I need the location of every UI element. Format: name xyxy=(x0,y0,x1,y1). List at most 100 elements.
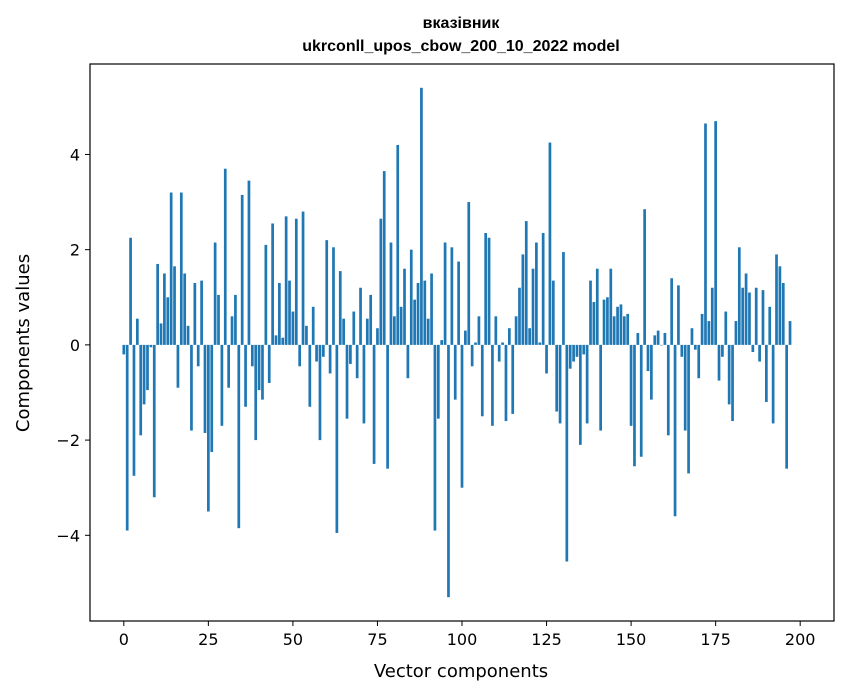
bar xyxy=(190,344,193,431)
bar xyxy=(602,299,606,345)
bar xyxy=(227,344,231,388)
bar xyxy=(386,344,389,469)
y-tick-label: 2 xyxy=(70,241,80,260)
y-axis-label: Components values xyxy=(13,254,34,432)
bar xyxy=(616,306,619,345)
bar xyxy=(670,278,674,345)
bar xyxy=(288,280,291,345)
bar xyxy=(622,316,626,345)
bar xyxy=(612,316,616,345)
bar xyxy=(562,252,565,345)
y-axis-ticks: −4 −2 0 2 4 xyxy=(56,145,90,545)
bar xyxy=(572,344,575,362)
bar xyxy=(727,344,731,405)
y-tick-label: −2 xyxy=(56,431,80,450)
bar xyxy=(470,344,474,367)
bar xyxy=(660,344,663,346)
bar xyxy=(467,202,471,345)
bar xyxy=(714,121,717,345)
bar xyxy=(650,344,653,400)
bar xyxy=(193,282,197,345)
bar xyxy=(294,218,298,345)
bar xyxy=(704,123,707,345)
bar xyxy=(379,218,383,345)
y-tick-label: 4 xyxy=(70,145,80,164)
bar xyxy=(183,273,187,345)
bar xyxy=(768,306,772,345)
bar xyxy=(487,237,491,345)
bar xyxy=(585,344,589,424)
bar xyxy=(173,266,176,345)
bar xyxy=(524,221,528,345)
bar xyxy=(771,344,775,424)
bar xyxy=(754,287,758,345)
bar xyxy=(677,285,680,345)
bar xyxy=(159,323,163,345)
bar xyxy=(558,344,562,424)
bar xyxy=(135,318,139,345)
bar xyxy=(633,344,636,467)
bar xyxy=(349,344,352,364)
bar xyxy=(504,344,508,422)
bar xyxy=(244,344,247,407)
bar xyxy=(457,261,460,345)
bar xyxy=(599,344,603,431)
bar xyxy=(332,247,335,345)
bar xyxy=(237,344,241,529)
bar xyxy=(426,318,430,345)
bar xyxy=(480,344,484,417)
bar xyxy=(257,344,261,391)
bar xyxy=(338,271,342,345)
bar xyxy=(541,233,545,345)
bar xyxy=(220,344,224,426)
bar xyxy=(305,325,308,345)
bar xyxy=(196,344,200,367)
bar xyxy=(213,242,217,345)
bar xyxy=(690,328,694,345)
bar xyxy=(775,254,778,345)
bar xyxy=(639,344,643,457)
bar xyxy=(741,287,745,345)
bar xyxy=(169,192,173,345)
bar xyxy=(609,268,613,345)
bar xyxy=(568,344,572,369)
x-tick-label: 0 xyxy=(119,630,129,649)
bar xyxy=(511,344,515,414)
bar xyxy=(217,294,220,345)
bar xyxy=(149,344,153,348)
bar xyxy=(284,216,288,345)
bar xyxy=(663,332,667,345)
bar xyxy=(433,344,437,531)
bar xyxy=(389,242,393,345)
bar xyxy=(396,144,400,345)
bar xyxy=(643,209,646,345)
bar xyxy=(261,344,264,400)
bar xyxy=(731,344,734,422)
bar xyxy=(785,344,789,469)
bar xyxy=(761,290,765,345)
bar xyxy=(737,247,741,345)
bar xyxy=(758,344,761,362)
bar xyxy=(460,344,464,488)
bar xyxy=(453,344,457,400)
bar xyxy=(372,344,376,464)
bar xyxy=(122,344,126,355)
bar xyxy=(406,344,410,379)
bar xyxy=(335,344,339,533)
bar xyxy=(267,344,271,383)
bar xyxy=(362,344,366,424)
bar xyxy=(595,268,599,345)
y-tick-label: 0 xyxy=(70,336,80,355)
bar xyxy=(298,344,302,367)
bar xyxy=(528,328,531,345)
bar xyxy=(311,306,315,345)
bar xyxy=(315,344,318,362)
bar xyxy=(393,316,396,345)
bar xyxy=(409,249,413,345)
bar xyxy=(399,306,403,345)
bar xyxy=(416,282,420,345)
bar xyxy=(514,316,518,345)
bar xyxy=(538,342,542,345)
x-tick-label: 75 xyxy=(367,630,387,649)
bar xyxy=(447,344,450,598)
